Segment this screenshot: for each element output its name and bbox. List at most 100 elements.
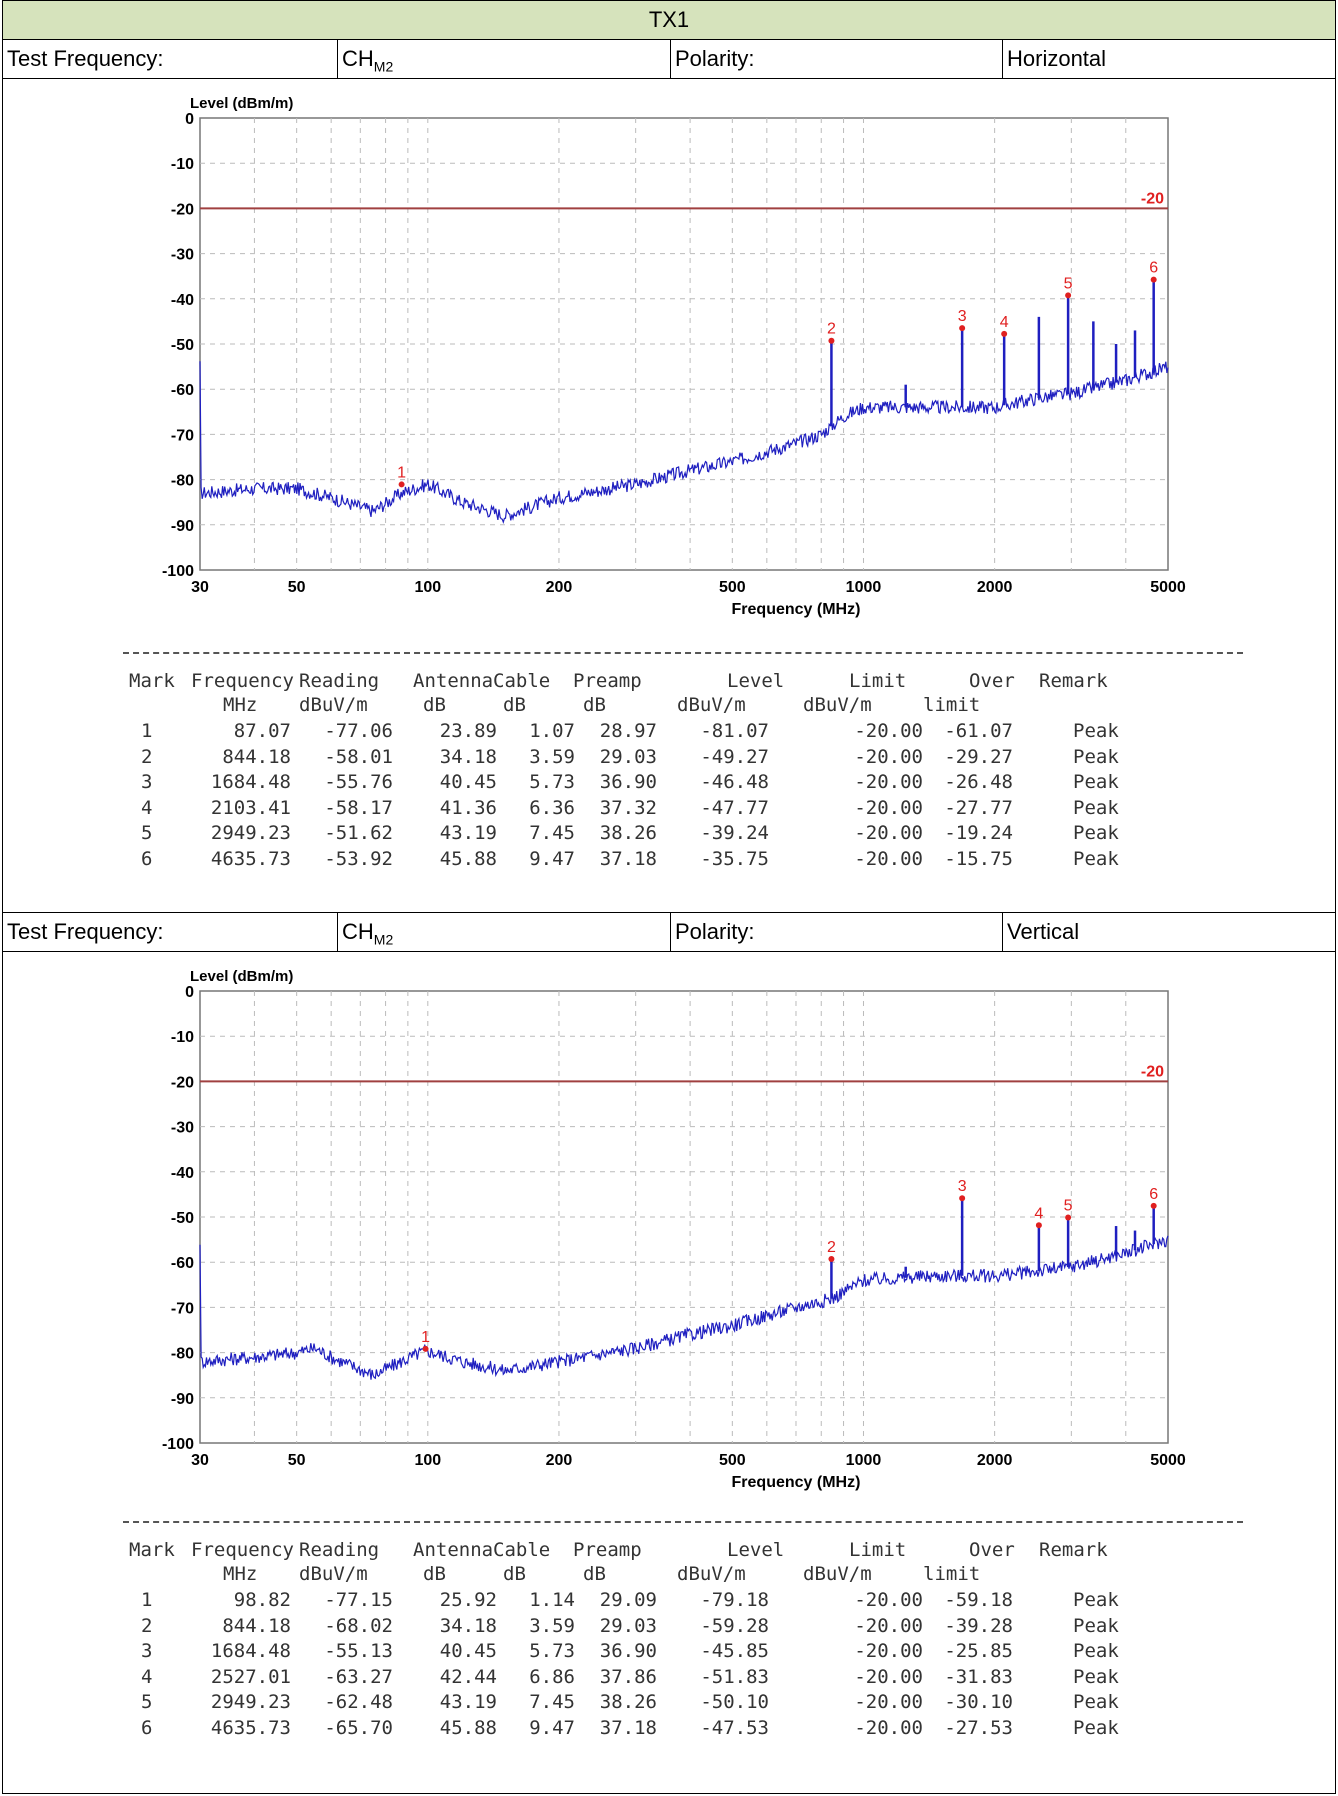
table-cell: -19.24 [944, 822, 1013, 844]
info-row-vertical: Test Frequency: CHM2 Polarity: Vertical [2, 912, 1336, 952]
table-cell: Peak [1073, 847, 1119, 870]
table-cell: Peak [1073, 1665, 1119, 1688]
page-title: TX1 [2, 0, 1336, 40]
table-header: Reading [299, 1539, 380, 1561]
table-cell: -53.92 [324, 847, 393, 870]
table-cell: 29.09 [599, 1589, 657, 1611]
table-cell: -15.75 [944, 847, 1013, 870]
y-tick-label: -20 [171, 1074, 194, 1091]
table-cell: 41.36 [439, 796, 497, 819]
table-cell: 3.59 [529, 1614, 575, 1637]
table-cell: 7.45 [529, 822, 575, 844]
y-tick-label: -30 [171, 1120, 194, 1137]
y-tick-label: -70 [171, 1300, 194, 1317]
table-cell: Peak [1073, 1716, 1119, 1739]
table-header: dBuV/m [803, 1563, 872, 1585]
marker-label: 2 [827, 321, 836, 338]
table-cell: 36.90 [599, 1640, 657, 1662]
table-cell: -20.00 [854, 720, 923, 742]
table-row: 2 844.18 -58.01 34.18 3.59 29.03 -49.27 -20.00-… [103, 746, 1253, 770]
x-tick-label: 200 [546, 579, 573, 596]
limit-line-label: -20 [1141, 1063, 1164, 1080]
y-tick-label: -20 [171, 201, 194, 218]
table-cell: 37.86 [599, 1665, 657, 1688]
y-tick-label: -70 [171, 427, 194, 444]
table-header: Over [969, 1539, 1015, 1561]
table-cell: -20.00 [854, 796, 923, 819]
table-cell: 6.36 [529, 796, 575, 819]
table-cell: 6 [141, 1716, 153, 1739]
x-axis-label: Frequency (MHz) [732, 601, 861, 618]
table-cell: 7.45 [529, 1691, 575, 1713]
table-cell: -58.01 [324, 745, 393, 768]
marker-point [959, 325, 966, 332]
table-cell: 6.86 [529, 1665, 575, 1688]
marker-label: 1 [397, 464, 406, 481]
table-cell: 28.97 [599, 720, 657, 742]
table-header: Frequency [191, 670, 294, 692]
table-cell: Peak [1073, 822, 1119, 844]
table-cell: 29.03 [599, 745, 657, 768]
x-tick-label: 5000 [1150, 579, 1186, 596]
table-separator [123, 1521, 1243, 1523]
x-tick-label: 500 [719, 579, 746, 596]
table-cell: 4635.73 [210, 1716, 291, 1739]
x-tick-label: 100 [414, 579, 441, 596]
table-header: Preamp [573, 670, 642, 692]
emission-trace [199, 361, 1169, 524]
marker-label: 1 [421, 1329, 430, 1346]
marker-label: 2 [827, 1239, 836, 1256]
table-cell: -77.06 [324, 720, 393, 742]
polarity-value: Vertical [1007, 919, 1080, 944]
table-cell: -49.27 [700, 745, 769, 768]
table-row: 2 844.18 -68.02 34.18 3.59 29.03 -59.28 -20.00-… [103, 1615, 1253, 1639]
table-header-units-row: MHz dBuV/m dB dB dB dBuV/m dBuV/m limit [103, 694, 1253, 718]
table-cell: 2949.23 [210, 1691, 291, 1713]
table-cell: 98.82 [233, 1589, 291, 1611]
table-cell: -27.53 [944, 1716, 1013, 1739]
table-cell: 2103.41 [210, 796, 291, 819]
table-header: Antenna [413, 1539, 494, 1561]
table-cell: 5.73 [529, 771, 575, 793]
table-cell: 3 [141, 771, 153, 793]
table-header: dB [503, 1563, 526, 1585]
y-tick-label: 0 [185, 111, 194, 128]
table-cell: -59.18 [944, 1589, 1013, 1611]
table-cell: -55.13 [324, 1640, 393, 1662]
table-cell: 1684.48 [210, 771, 291, 793]
table-cell: 37.18 [599, 847, 657, 870]
test-frequency-label: Test Frequency: [3, 40, 338, 78]
y-tick-label: -90 [171, 518, 194, 535]
table-cell: 40.45 [439, 771, 497, 793]
marker-point [1065, 1214, 1072, 1221]
table-cell: 38.26 [599, 822, 657, 844]
table-cell: 5.73 [529, 1640, 575, 1662]
table-header: dBuV/m [677, 694, 746, 716]
table-header: dBuV/m [803, 694, 872, 716]
y-tick-label: -60 [171, 1255, 194, 1272]
table-cell: -50.10 [700, 1691, 769, 1713]
table-cell: -51.83 [700, 1665, 769, 1688]
y-tick-label: -60 [171, 382, 194, 399]
x-axis-label: Frequency (MHz) [732, 1474, 861, 1491]
table-cell: Peak [1073, 796, 1119, 819]
table-cell: 6 [141, 847, 153, 870]
table-cell: -20.00 [854, 745, 923, 768]
marker-point [828, 337, 835, 344]
table-cell: 87.07 [233, 720, 291, 742]
marker-point [422, 1345, 429, 1352]
table-cell: -79.18 [700, 1589, 769, 1611]
marker-point [1065, 292, 1072, 299]
x-tick-label: 50 [288, 579, 306, 596]
info-row-horizontal: Test Frequency: CHM2 Polarity: Horizonta… [2, 39, 1336, 79]
table-header: Limit [849, 1539, 907, 1561]
table-cell: 1 [141, 1589, 153, 1611]
table-cell: 2 [141, 745, 153, 768]
table-cell: -81.07 [700, 720, 769, 742]
marker-label: 3 [958, 1178, 967, 1195]
table-header: MHz [223, 1563, 258, 1585]
marker-label: 6 [1149, 260, 1158, 277]
plot-block-horizontal: 0 -10 -20 -30 -40 -50 -60 -70 -80 -90 -100 30 50 100 2… [2, 78, 1336, 913]
y-tick-label: -100 [162, 1436, 194, 1453]
x-tick-label: 200 [546, 1452, 573, 1469]
